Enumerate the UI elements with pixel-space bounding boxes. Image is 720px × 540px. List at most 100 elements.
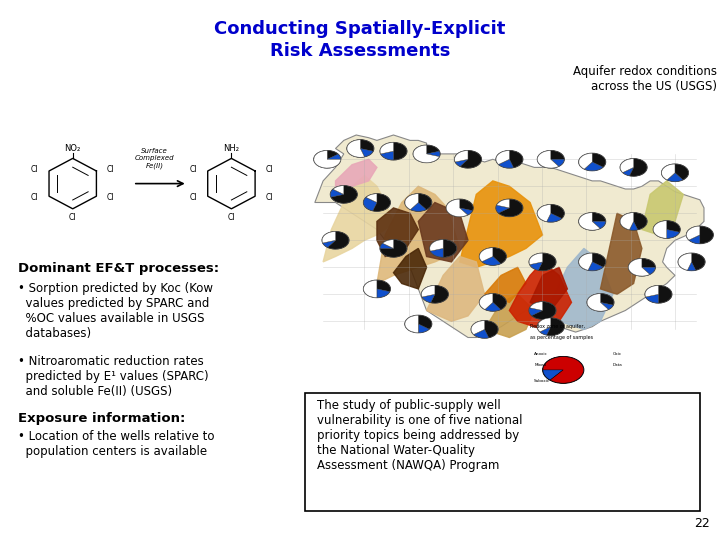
Wedge shape [314, 151, 341, 168]
Circle shape [678, 253, 705, 271]
Wedge shape [446, 199, 467, 217]
Circle shape [471, 321, 498, 338]
Wedge shape [700, 226, 714, 244]
Circle shape [322, 231, 349, 249]
Wedge shape [600, 302, 613, 309]
Wedge shape [347, 140, 364, 157]
Wedge shape [480, 294, 492, 309]
Wedge shape [364, 197, 377, 211]
Wedge shape [588, 262, 603, 271]
Polygon shape [485, 267, 526, 302]
Wedge shape [430, 240, 443, 251]
Wedge shape [497, 199, 509, 208]
Wedge shape [455, 159, 468, 166]
Text: Cl: Cl [189, 193, 197, 202]
Circle shape [421, 285, 449, 303]
Text: Cl: Cl [31, 165, 39, 174]
Wedge shape [592, 221, 606, 228]
Wedge shape [410, 202, 426, 211]
Wedge shape [645, 286, 658, 297]
Wedge shape [634, 213, 647, 230]
Wedge shape [480, 248, 492, 262]
Wedge shape [431, 286, 449, 303]
Text: Suboxic: Suboxic [534, 379, 550, 383]
Wedge shape [405, 315, 418, 333]
Wedge shape [543, 357, 583, 383]
Wedge shape [579, 153, 592, 169]
Wedge shape [592, 213, 606, 221]
Wedge shape [405, 194, 418, 210]
Text: Data: Data [613, 362, 623, 367]
Wedge shape [537, 151, 559, 168]
Wedge shape [688, 262, 696, 271]
Wedge shape [422, 294, 435, 302]
Wedge shape [629, 159, 647, 176]
Wedge shape [366, 194, 377, 202]
Polygon shape [377, 208, 418, 256]
Wedge shape [454, 151, 468, 162]
Text: • Location of the wells relative to
  population centers is available: • Location of the wells relative to popu… [18, 430, 215, 458]
Wedge shape [393, 143, 407, 160]
Wedge shape [537, 318, 551, 332]
Text: Mixed: Mixed [534, 362, 546, 367]
Wedge shape [546, 318, 564, 335]
Wedge shape [382, 240, 393, 248]
Wedge shape [543, 357, 583, 380]
Circle shape [662, 164, 688, 181]
Wedge shape [629, 221, 638, 230]
Wedge shape [543, 357, 576, 383]
Wedge shape [485, 321, 498, 338]
Circle shape [537, 318, 564, 335]
Wedge shape [642, 267, 655, 274]
Wedge shape [551, 159, 564, 166]
Wedge shape [546, 213, 562, 222]
Wedge shape [330, 189, 344, 197]
Wedge shape [691, 253, 705, 270]
Wedge shape [509, 151, 523, 167]
Circle shape [413, 145, 440, 163]
Wedge shape [459, 208, 472, 215]
Wedge shape [496, 205, 509, 213]
Wedge shape [418, 324, 429, 333]
Wedge shape [431, 248, 443, 257]
Polygon shape [551, 248, 613, 329]
Polygon shape [323, 176, 393, 262]
Circle shape [645, 285, 672, 303]
Wedge shape [667, 173, 683, 181]
Circle shape [496, 199, 523, 217]
Circle shape [579, 212, 606, 230]
Text: Surface
Complexed
Fe(II): Surface Complexed Fe(II) [135, 148, 175, 169]
Circle shape [579, 253, 606, 271]
Circle shape [364, 280, 390, 298]
Wedge shape [426, 145, 439, 154]
Text: 22: 22 [694, 517, 710, 530]
Wedge shape [474, 329, 489, 338]
Text: Cl: Cl [228, 213, 235, 221]
Polygon shape [509, 262, 572, 329]
Text: NH₂: NH₂ [223, 144, 240, 153]
Wedge shape [323, 240, 336, 247]
Wedge shape [421, 286, 435, 297]
Text: Conducting Spatially-Explicit
Risk Assessments: Conducting Spatially-Explicit Risk Asses… [215, 20, 505, 60]
Wedge shape [377, 280, 390, 292]
Wedge shape [381, 151, 393, 160]
Polygon shape [459, 181, 542, 267]
Text: Redox zone of aquifer,: Redox zone of aquifer, [530, 325, 585, 329]
Wedge shape [459, 199, 473, 211]
Text: Aquifer redox conditions
across the US (USGS): Aquifer redox conditions across the US (… [573, 65, 717, 93]
Wedge shape [600, 294, 614, 305]
Wedge shape [418, 315, 432, 329]
Wedge shape [629, 259, 649, 276]
Circle shape [454, 150, 482, 168]
Circle shape [405, 315, 432, 333]
Circle shape [620, 158, 647, 176]
Text: Cl: Cl [31, 193, 39, 202]
Circle shape [446, 199, 473, 217]
Wedge shape [418, 194, 432, 210]
Polygon shape [530, 267, 567, 310]
Wedge shape [413, 145, 439, 163]
Circle shape [347, 139, 374, 158]
Wedge shape [485, 302, 500, 311]
Text: Exposure information:: Exposure information: [18, 412, 185, 425]
Circle shape [542, 356, 584, 383]
